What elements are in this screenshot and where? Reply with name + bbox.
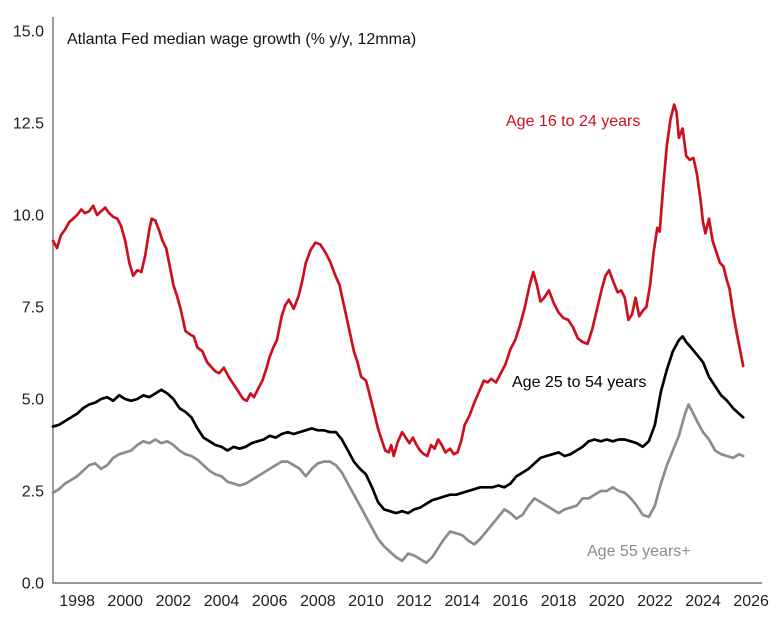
y-tick-label: 10.0 bbox=[13, 207, 44, 224]
series-label-age-16-to-24: Age 16 to 24 years bbox=[506, 113, 641, 130]
x-tick-label: 2002 bbox=[156, 593, 192, 610]
x-tick-label: 2024 bbox=[685, 593, 721, 610]
x-tick-label: 2006 bbox=[252, 593, 288, 610]
y-tick-label: 7.5 bbox=[22, 299, 44, 316]
x-tick-label: 2022 bbox=[637, 593, 673, 610]
x-tick-label: 2026 bbox=[733, 593, 769, 610]
y-tick-label: 5.0 bbox=[22, 391, 44, 408]
x-tick-label: 2016 bbox=[493, 593, 529, 610]
x-tick-label: 2012 bbox=[396, 593, 432, 610]
series-line-age-16-to-24 bbox=[51, 103, 745, 458]
series-line-age-55-plus bbox=[51, 403, 745, 565]
x-tick-label: 2008 bbox=[300, 593, 336, 610]
axis-lines bbox=[52, 17, 762, 584]
series-line-age-25-to-54 bbox=[51, 335, 745, 515]
y-tick-label: 0.0 bbox=[22, 576, 44, 593]
x-tick-label: 2010 bbox=[348, 593, 384, 610]
series-label-age-25-to-54: Age 25 to 54 years bbox=[512, 374, 647, 391]
x-tick-label: 2014 bbox=[444, 593, 480, 610]
y-tick-label: 2.5 bbox=[22, 483, 44, 500]
x-tick-label: 2000 bbox=[107, 593, 143, 610]
x-tick-label: 2004 bbox=[204, 593, 240, 610]
x-tick-label: 2020 bbox=[589, 593, 625, 610]
x-tick-label: 2018 bbox=[541, 593, 577, 610]
chart-title: Atlanta Fed median wage growth (% y/y, 1… bbox=[67, 31, 417, 48]
series-label-age-55-plus: Age 55 years+ bbox=[587, 543, 691, 560]
y-tick-label: 12.5 bbox=[13, 115, 44, 132]
x-tick-label: 1998 bbox=[59, 593, 95, 610]
y-tick-label: 15.0 bbox=[13, 23, 44, 40]
